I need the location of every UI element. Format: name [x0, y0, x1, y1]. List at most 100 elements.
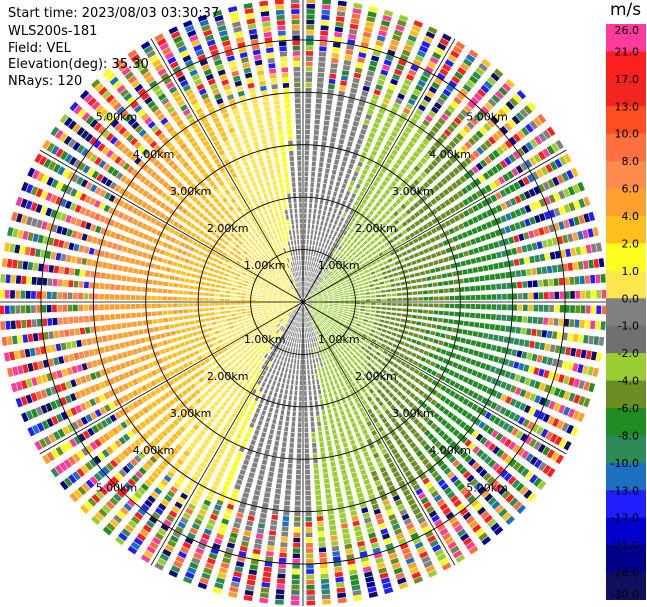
- range-bin: [182, 362, 189, 369]
- range-bin: [238, 266, 244, 271]
- range-bin: [137, 507, 147, 516]
- range-bin: [363, 478, 371, 486]
- range-bin: [276, 578, 286, 584]
- range-bin: [214, 504, 222, 511]
- range-bin: [288, 448, 294, 454]
- range-bin: [403, 552, 413, 560]
- range-bin: [162, 47, 172, 56]
- range-bin: [129, 415, 137, 423]
- range-bin: [386, 307, 392, 311]
- range-bin: [584, 320, 591, 329]
- range-bin: [491, 500, 501, 510]
- range-bin: [484, 364, 492, 371]
- range-bin: [452, 550, 463, 559]
- range-bin: [306, 359, 309, 365]
- range-bin: [384, 421, 391, 428]
- range-bin: [280, 260, 284, 266]
- range-bin: [99, 304, 104, 311]
- range-bin: [257, 290, 263, 293]
- range-bin: [265, 341, 270, 346]
- range-bin: [305, 474, 311, 480]
- range-bin: [189, 69, 198, 77]
- range-bin: [288, 230, 292, 236]
- range-bin: [320, 378, 324, 384]
- range-bin: [225, 290, 231, 294]
- range-bin: [323, 473, 329, 479]
- range-bin: [40, 205, 48, 215]
- range-bin: [379, 392, 386, 399]
- range-bin: [225, 547, 234, 554]
- range-bin: [71, 230, 78, 239]
- range-bin: [211, 262, 217, 268]
- range-bin: [158, 177, 166, 185]
- range-bin: [180, 104, 188, 112]
- range-bin: [280, 344, 284, 350]
- range-bin: [250, 216, 255, 223]
- range-bin: [467, 494, 476, 504]
- range-bin: [515, 327, 522, 334]
- range-bin: [306, 354, 309, 359]
- range-bin: [252, 197, 258, 204]
- range-bin: [187, 29, 197, 38]
- range-bin: [567, 408, 576, 418]
- range-bin: [149, 352, 156, 359]
- range-bin: [390, 489, 398, 497]
- range-bin: [139, 528, 149, 538]
- range-bin: [277, 305, 283, 308]
- range-bin: [156, 303, 162, 308]
- range-bin: [59, 113, 69, 124]
- range-bin: [172, 221, 179, 228]
- range-bin: [245, 183, 251, 190]
- range-bin: [238, 380, 244, 386]
- range-bin: [255, 113, 262, 120]
- range-bin: [393, 434, 400, 442]
- range-bin: [533, 304, 539, 312]
- range-bin: [149, 245, 156, 252]
- range-bin: [193, 297, 199, 301]
- range-bin: [384, 408, 391, 416]
- range-bin: [120, 485, 129, 495]
- range-bin: [593, 336, 600, 346]
- range-bin: [365, 355, 372, 361]
- range-bin: [64, 267, 70, 275]
- range-bin: [501, 346, 507, 354]
- range-bin: [153, 109, 163, 117]
- range-bin: [406, 437, 414, 445]
- range-bin: [110, 323, 117, 330]
- range-bin: [311, 437, 317, 443]
- range-bin: [506, 425, 515, 434]
- range-bin: [257, 276, 262, 281]
- range-bin: [299, 306, 302, 312]
- range-bin: [563, 391, 571, 401]
- range-bin: [508, 458, 517, 468]
- range-bin: [157, 256, 163, 263]
- range-bin: [329, 340, 333, 346]
- range-bin: [355, 487, 363, 494]
- range-bin: [93, 455, 102, 465]
- range-bin: [239, 322, 245, 326]
- range-bin: [490, 522, 500, 532]
- range-bin: [253, 314, 258, 318]
- range-bin: [261, 381, 266, 388]
- range-bin: [552, 418, 560, 428]
- range-bin: [5, 274, 11, 284]
- range-bin: [220, 562, 230, 569]
- range-bin: [288, 305, 294, 308]
- range-bin: [412, 445, 420, 453]
- range-bin: [212, 171, 219, 178]
- range-bin: [280, 319, 285, 324]
- range-bin: [318, 305, 323, 308]
- range-bin: [94, 82, 104, 92]
- range-bin: [160, 166, 168, 175]
- range-bin: [316, 309, 322, 312]
- range-bin: [130, 100, 139, 110]
- range-bin: [251, 257, 256, 262]
- range-bin: [242, 535, 251, 542]
- range-bin: [366, 527, 375, 534]
- range-bin: [436, 498, 446, 507]
- range-bin: [291, 422, 296, 427]
- range-bin: [308, 385, 312, 391]
- range-bin: [322, 309, 327, 313]
- range-bin: [375, 557, 384, 564]
- range-bin: [275, 257, 279, 263]
